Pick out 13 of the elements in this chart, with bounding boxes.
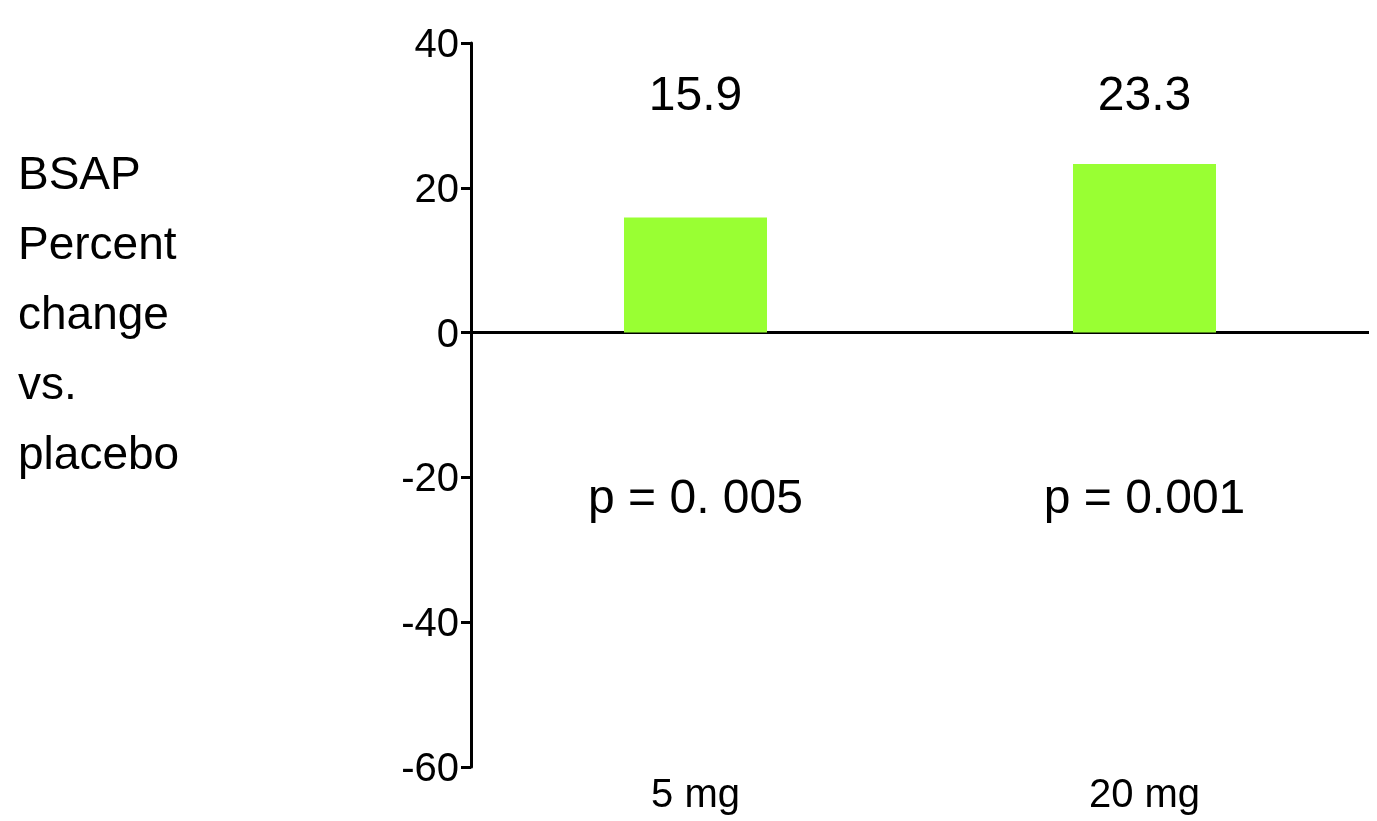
y-tick-label: -60 [401,745,459,789]
data-label: 23.3 [1097,66,1192,120]
y-tick-label: -40 [401,600,459,645]
y-tick-label: 40 [414,21,459,65]
y-axis-title: BSAP Percent change vs. placebo [18,147,180,479]
x-tick-label: 5 mg [651,771,740,815]
x-tick-label: 20 mg [1088,771,1201,815]
y-tick-label: 0 [436,310,459,355]
annotation: p = 0. 005 [588,469,803,523]
y-tick-label: 20 [414,165,459,210]
data-label: 15.9 [648,66,743,120]
annotation: p = 0.001 [1043,469,1246,523]
y-tick-label: -20 [401,455,459,500]
